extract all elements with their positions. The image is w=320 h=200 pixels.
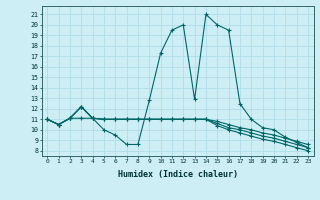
X-axis label: Humidex (Indice chaleur): Humidex (Indice chaleur) (118, 170, 237, 179)
